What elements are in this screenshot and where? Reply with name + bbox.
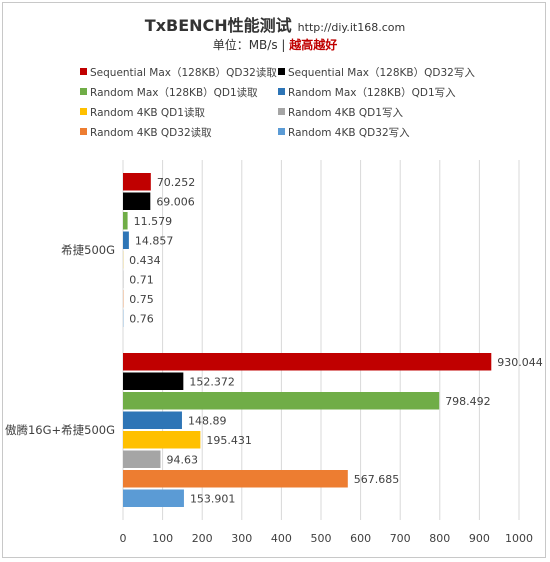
legend-swatch <box>278 128 285 135</box>
x-tick-label: 700 <box>390 532 411 545</box>
x-tick-label: 500 <box>311 532 332 545</box>
chart-title-url: http://diy.it168.com <box>297 21 406 34</box>
legend-item: Sequential Max（128KB）QD32写入 <box>278 66 475 80</box>
chart-title: TxBENCH性能测试 http://diy.it168.com <box>0 12 550 36</box>
data-label: 567.685 <box>354 473 400 486</box>
x-tick-label: 800 <box>429 532 450 545</box>
legend-swatch <box>80 88 87 95</box>
bar <box>123 450 161 468</box>
bar <box>123 470 348 488</box>
category-label: 傲腾16G+希捷500G <box>5 423 115 437</box>
legend-label: Random 4KB QD1写入 <box>288 107 403 119</box>
x-tick-label: 200 <box>192 532 213 545</box>
legend-label: Random Max（128KB）QD1写入 <box>288 87 456 99</box>
data-label: 153.901 <box>190 492 236 505</box>
bar <box>123 489 184 507</box>
data-label: 70.252 <box>157 176 196 189</box>
bar <box>123 192 151 210</box>
legend-label: Random 4KB QD32写入 <box>288 127 410 139</box>
data-label: 0.75 <box>129 293 154 306</box>
legend-label: Random 4KB QD1读取 <box>90 107 205 119</box>
legend-label: Sequential Max（128KB）QD32写入 <box>288 67 475 79</box>
data-label: 930.044 <box>497 356 543 369</box>
category-label: 希捷500G <box>61 243 115 257</box>
subtitle-highlight: 越高越好 <box>289 38 338 52</box>
bar <box>123 353 492 371</box>
bar <box>123 173 151 191</box>
legend-item: Random Max（128KB）QD1写入 <box>278 86 456 100</box>
legend-item: Sequential Max（128KB）QD32读取 <box>80 66 277 80</box>
data-label: 195.431 <box>206 434 252 447</box>
legend-item: Random 4KB QD1读取 <box>80 106 205 120</box>
x-tick-label: 1000 <box>505 532 533 545</box>
x-tick-label: 300 <box>231 532 252 545</box>
bar <box>123 392 440 410</box>
chart-subtitle: 单位：MB/s | 越高越好 <box>0 36 550 53</box>
data-label: 0.434 <box>129 254 161 267</box>
legend-label: Random 4KB QD32读取 <box>90 127 212 139</box>
legend-item: Random 4KB QD32写入 <box>278 126 410 140</box>
legend-swatch <box>80 128 87 135</box>
bar <box>123 212 128 230</box>
x-tick-label: 900 <box>469 532 490 545</box>
chart-title-text: TxBENCH性能测试 <box>144 16 292 35</box>
legend-swatch <box>80 108 87 115</box>
legend-item: Random Max（128KB）QD1读取 <box>80 86 258 100</box>
data-label: 69.006 <box>156 195 195 208</box>
bar <box>123 372 184 390</box>
bar <box>123 431 201 449</box>
legend-swatch <box>278 68 285 75</box>
chart-frame <box>2 2 546 558</box>
data-label: 152.372 <box>189 375 235 388</box>
bar <box>123 411 182 429</box>
legend-swatch <box>278 88 285 95</box>
legend-label: Sequential Max（128KB）QD32读取 <box>90 67 277 79</box>
legend-item: Random 4KB QD32读取 <box>80 126 212 140</box>
x-tick-label: 400 <box>271 532 292 545</box>
legend-swatch <box>80 68 87 75</box>
data-label: 14.857 <box>135 234 174 247</box>
x-tick-label: 100 <box>152 532 173 545</box>
legend-label: Random Max（128KB）QD1读取 <box>90 87 258 99</box>
x-tick-label: 0 <box>120 532 127 545</box>
legend-swatch <box>278 108 285 115</box>
data-label: 94.63 <box>166 453 198 466</box>
subtitle-unit: 单位：MB/s | <box>212 38 290 52</box>
bar <box>123 231 129 249</box>
x-tick-label: 600 <box>350 532 371 545</box>
data-label: 11.579 <box>134 215 173 228</box>
data-label: 0.76 <box>129 312 154 325</box>
data-label: 798.492 <box>445 395 491 408</box>
data-label: 148.89 <box>188 414 227 427</box>
data-label: 0.71 <box>129 273 154 286</box>
legend-item: Random 4KB QD1写入 <box>278 106 403 120</box>
